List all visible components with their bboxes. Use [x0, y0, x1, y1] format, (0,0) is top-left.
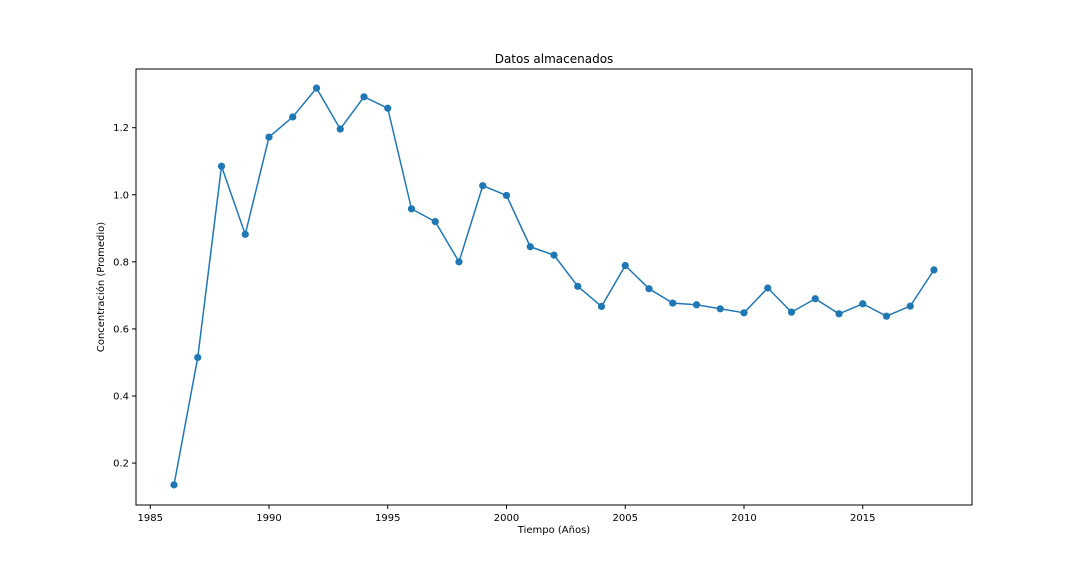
data-point	[882, 312, 891, 320]
y-tick-label: 1.0	[113, 190, 129, 201]
data-point	[787, 308, 796, 316]
data-point	[336, 125, 344, 133]
data-point	[384, 104, 392, 112]
data-point	[502, 191, 511, 200]
data-point	[574, 282, 582, 290]
data-point	[930, 266, 938, 274]
data-point	[289, 113, 297, 121]
data-point	[669, 299, 677, 307]
data-point	[194, 353, 202, 362]
x-tick-label: 2015	[850, 513, 875, 524]
data-point	[479, 182, 487, 190]
x-tick-label: 2010	[731, 513, 756, 524]
data-point	[265, 133, 273, 141]
y-axis-label: Concentración (Promedio)	[95, 222, 107, 352]
y-tick-label: 1.2	[113, 123, 129, 134]
x-axis-ticks: 1985 1990 1995 2000 2005 2010 2015	[138, 505, 875, 524]
data-point	[550, 251, 558, 259]
data-point	[645, 285, 653, 293]
plot-frame	[135, 68, 973, 506]
y-tick-label: 0.6	[113, 324, 129, 335]
data-point	[360, 93, 368, 101]
data-point	[431, 218, 439, 226]
data-point	[811, 295, 819, 303]
x-tick-label: 2000	[494, 513, 519, 524]
x-tick-label: 1985	[138, 513, 163, 524]
data-point	[692, 301, 701, 309]
data-point	[597, 302, 606, 311]
series-group	[170, 84, 938, 489]
data-point	[906, 302, 914, 310]
data-point	[764, 284, 772, 292]
data-point	[455, 258, 463, 266]
data-point	[859, 300, 867, 308]
x-tick-label: 1995	[375, 513, 400, 524]
data-point	[170, 481, 178, 489]
y-tick-label: 0.2	[113, 459, 129, 470]
data-point	[526, 243, 534, 251]
data-point	[740, 309, 748, 317]
y-tick-label: 0.4	[113, 392, 129, 403]
data-point	[621, 261, 629, 270]
y-tick-label: 0.8	[113, 257, 129, 268]
x-tick-label: 1990	[256, 513, 281, 524]
data-point	[217, 162, 226, 170]
x-tick-label: 2005	[613, 513, 638, 524]
data-point	[716, 305, 724, 313]
data-point	[407, 205, 416, 213]
y-axis-ticks: 0.2 0.4 0.6 0.8 1.0 1.2	[113, 123, 136, 470]
data-point	[312, 84, 321, 92]
x-axis-label: Tiempo (Años)	[517, 525, 591, 536]
data-point	[835, 310, 843, 318]
chart-title: Datos almacenados	[495, 52, 614, 66]
data-point	[241, 230, 249, 238]
